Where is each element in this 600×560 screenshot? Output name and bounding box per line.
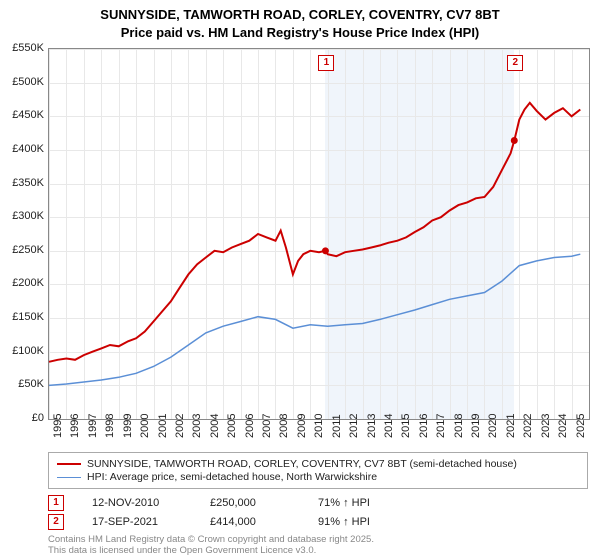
- y-axis-tick: £150K: [4, 311, 44, 323]
- legend-row-property: SUNNYSIDE, TAMWORTH ROAD, CORLEY, COVENT…: [57, 458, 579, 470]
- legend-label-hpi: HPI: Average price, semi-detached house,…: [87, 471, 377, 483]
- legend-row-hpi: HPI: Average price, semi-detached house,…: [57, 471, 579, 483]
- x-axis-tick: 2004: [209, 414, 221, 438]
- y-axis-tick: £100K: [4, 345, 44, 357]
- sale-1-date: 12-NOV-2010: [92, 497, 182, 509]
- plot-area: 12: [48, 48, 590, 420]
- x-axis-tick: 1996: [69, 414, 81, 438]
- x-axis-tick: 2024: [557, 414, 569, 438]
- x-axis-tick: 2021: [505, 414, 517, 438]
- y-axis-tick: £500K: [4, 76, 44, 88]
- footer-line-2: This data is licensed under the Open Gov…: [48, 545, 374, 556]
- legend-label-property: SUNNYSIDE, TAMWORTH ROAD, CORLEY, COVENT…: [87, 458, 517, 470]
- chart-container: SUNNYSIDE, TAMWORTH ROAD, CORLEY, COVENT…: [0, 0, 600, 560]
- sale-marker-box-1: 1: [318, 55, 334, 71]
- x-axis-tick: 2019: [470, 414, 482, 438]
- x-axis-tick: 2010: [313, 414, 325, 438]
- y-axis-tick: £300K: [4, 210, 44, 222]
- sale-marker-1-icon: 1: [48, 495, 64, 511]
- sale-2-price: £414,000: [210, 516, 290, 528]
- x-axis-tick: 2007: [261, 414, 273, 438]
- sale-2-date: 17-SEP-2021: [92, 516, 182, 528]
- sale-2-delta: 91% ↑ HPI: [318, 516, 370, 528]
- series-line-property: [49, 103, 580, 362]
- x-axis-tick: 2014: [383, 414, 395, 438]
- y-axis-tick: £400K: [4, 143, 44, 155]
- x-axis-tick: 2020: [487, 414, 499, 438]
- y-axis-tick: £550K: [4, 42, 44, 54]
- y-axis-tick: £200K: [4, 277, 44, 289]
- x-axis-tick: 2023: [540, 414, 552, 438]
- x-axis-tick: 1999: [122, 414, 134, 438]
- x-axis-tick: 2015: [400, 414, 412, 438]
- x-axis-tick: 2017: [435, 414, 447, 438]
- y-axis-tick: £50K: [4, 378, 44, 390]
- sale-marker-2-icon: 2: [48, 514, 64, 530]
- x-axis-tick: 2008: [278, 414, 290, 438]
- x-axis-tick: 2001: [157, 414, 169, 438]
- sale-1-price: £250,000: [210, 497, 290, 509]
- x-axis-tick: 1998: [104, 414, 116, 438]
- y-axis-tick: £450K: [4, 109, 44, 121]
- footer-line-1: Contains HM Land Registry data © Crown c…: [48, 534, 374, 545]
- x-axis-tick: 2009: [296, 414, 308, 438]
- x-axis-tick: 1997: [87, 414, 99, 438]
- x-axis-tick: 2016: [418, 414, 430, 438]
- x-axis-tick: 1995: [52, 414, 64, 438]
- y-axis-tick: £250K: [4, 244, 44, 256]
- x-axis-tick: 2006: [244, 414, 256, 438]
- footer-attribution: Contains HM Land Registry data © Crown c…: [48, 534, 374, 557]
- legend-swatch-hpi: [57, 477, 81, 478]
- x-axis-tick: 2003: [191, 414, 203, 438]
- x-axis-tick: 2005: [226, 414, 238, 438]
- sales-row-1: 1 12-NOV-2010 £250,000 71% ↑ HPI: [48, 495, 370, 511]
- title-line-2: Price paid vs. HM Land Registry's House …: [0, 24, 600, 42]
- x-axis-tick: 2018: [453, 414, 465, 438]
- y-axis-tick: £350K: [4, 177, 44, 189]
- legend-box: SUNNYSIDE, TAMWORTH ROAD, CORLEY, COVENT…: [48, 452, 588, 489]
- sale-marker-box-2: 2: [507, 55, 523, 71]
- plot-svg: [49, 49, 589, 419]
- sales-row-2: 2 17-SEP-2021 £414,000 91% ↑ HPI: [48, 514, 370, 530]
- x-axis-tick: 2012: [348, 414, 360, 438]
- chart-title: SUNNYSIDE, TAMWORTH ROAD, CORLEY, COVENT…: [0, 0, 600, 41]
- x-axis-tick: 2013: [366, 414, 378, 438]
- legend-swatch-property: [57, 463, 81, 465]
- sale-point-1: [322, 247, 329, 254]
- sale-point-2: [511, 137, 518, 144]
- sale-1-delta: 71% ↑ HPI: [318, 497, 370, 509]
- x-axis-tick: 2011: [331, 414, 343, 438]
- title-line-1: SUNNYSIDE, TAMWORTH ROAD, CORLEY, COVENT…: [0, 6, 600, 24]
- x-axis-tick: 2002: [174, 414, 186, 438]
- y-axis-tick: £0: [4, 412, 44, 424]
- x-axis-tick: 2025: [575, 414, 587, 438]
- x-axis-tick: 2022: [522, 414, 534, 438]
- series-line-hpi: [49, 254, 580, 385]
- x-axis-tick: 2000: [139, 414, 151, 438]
- sales-table: 1 12-NOV-2010 £250,000 71% ↑ HPI 2 17-SE…: [48, 492, 370, 533]
